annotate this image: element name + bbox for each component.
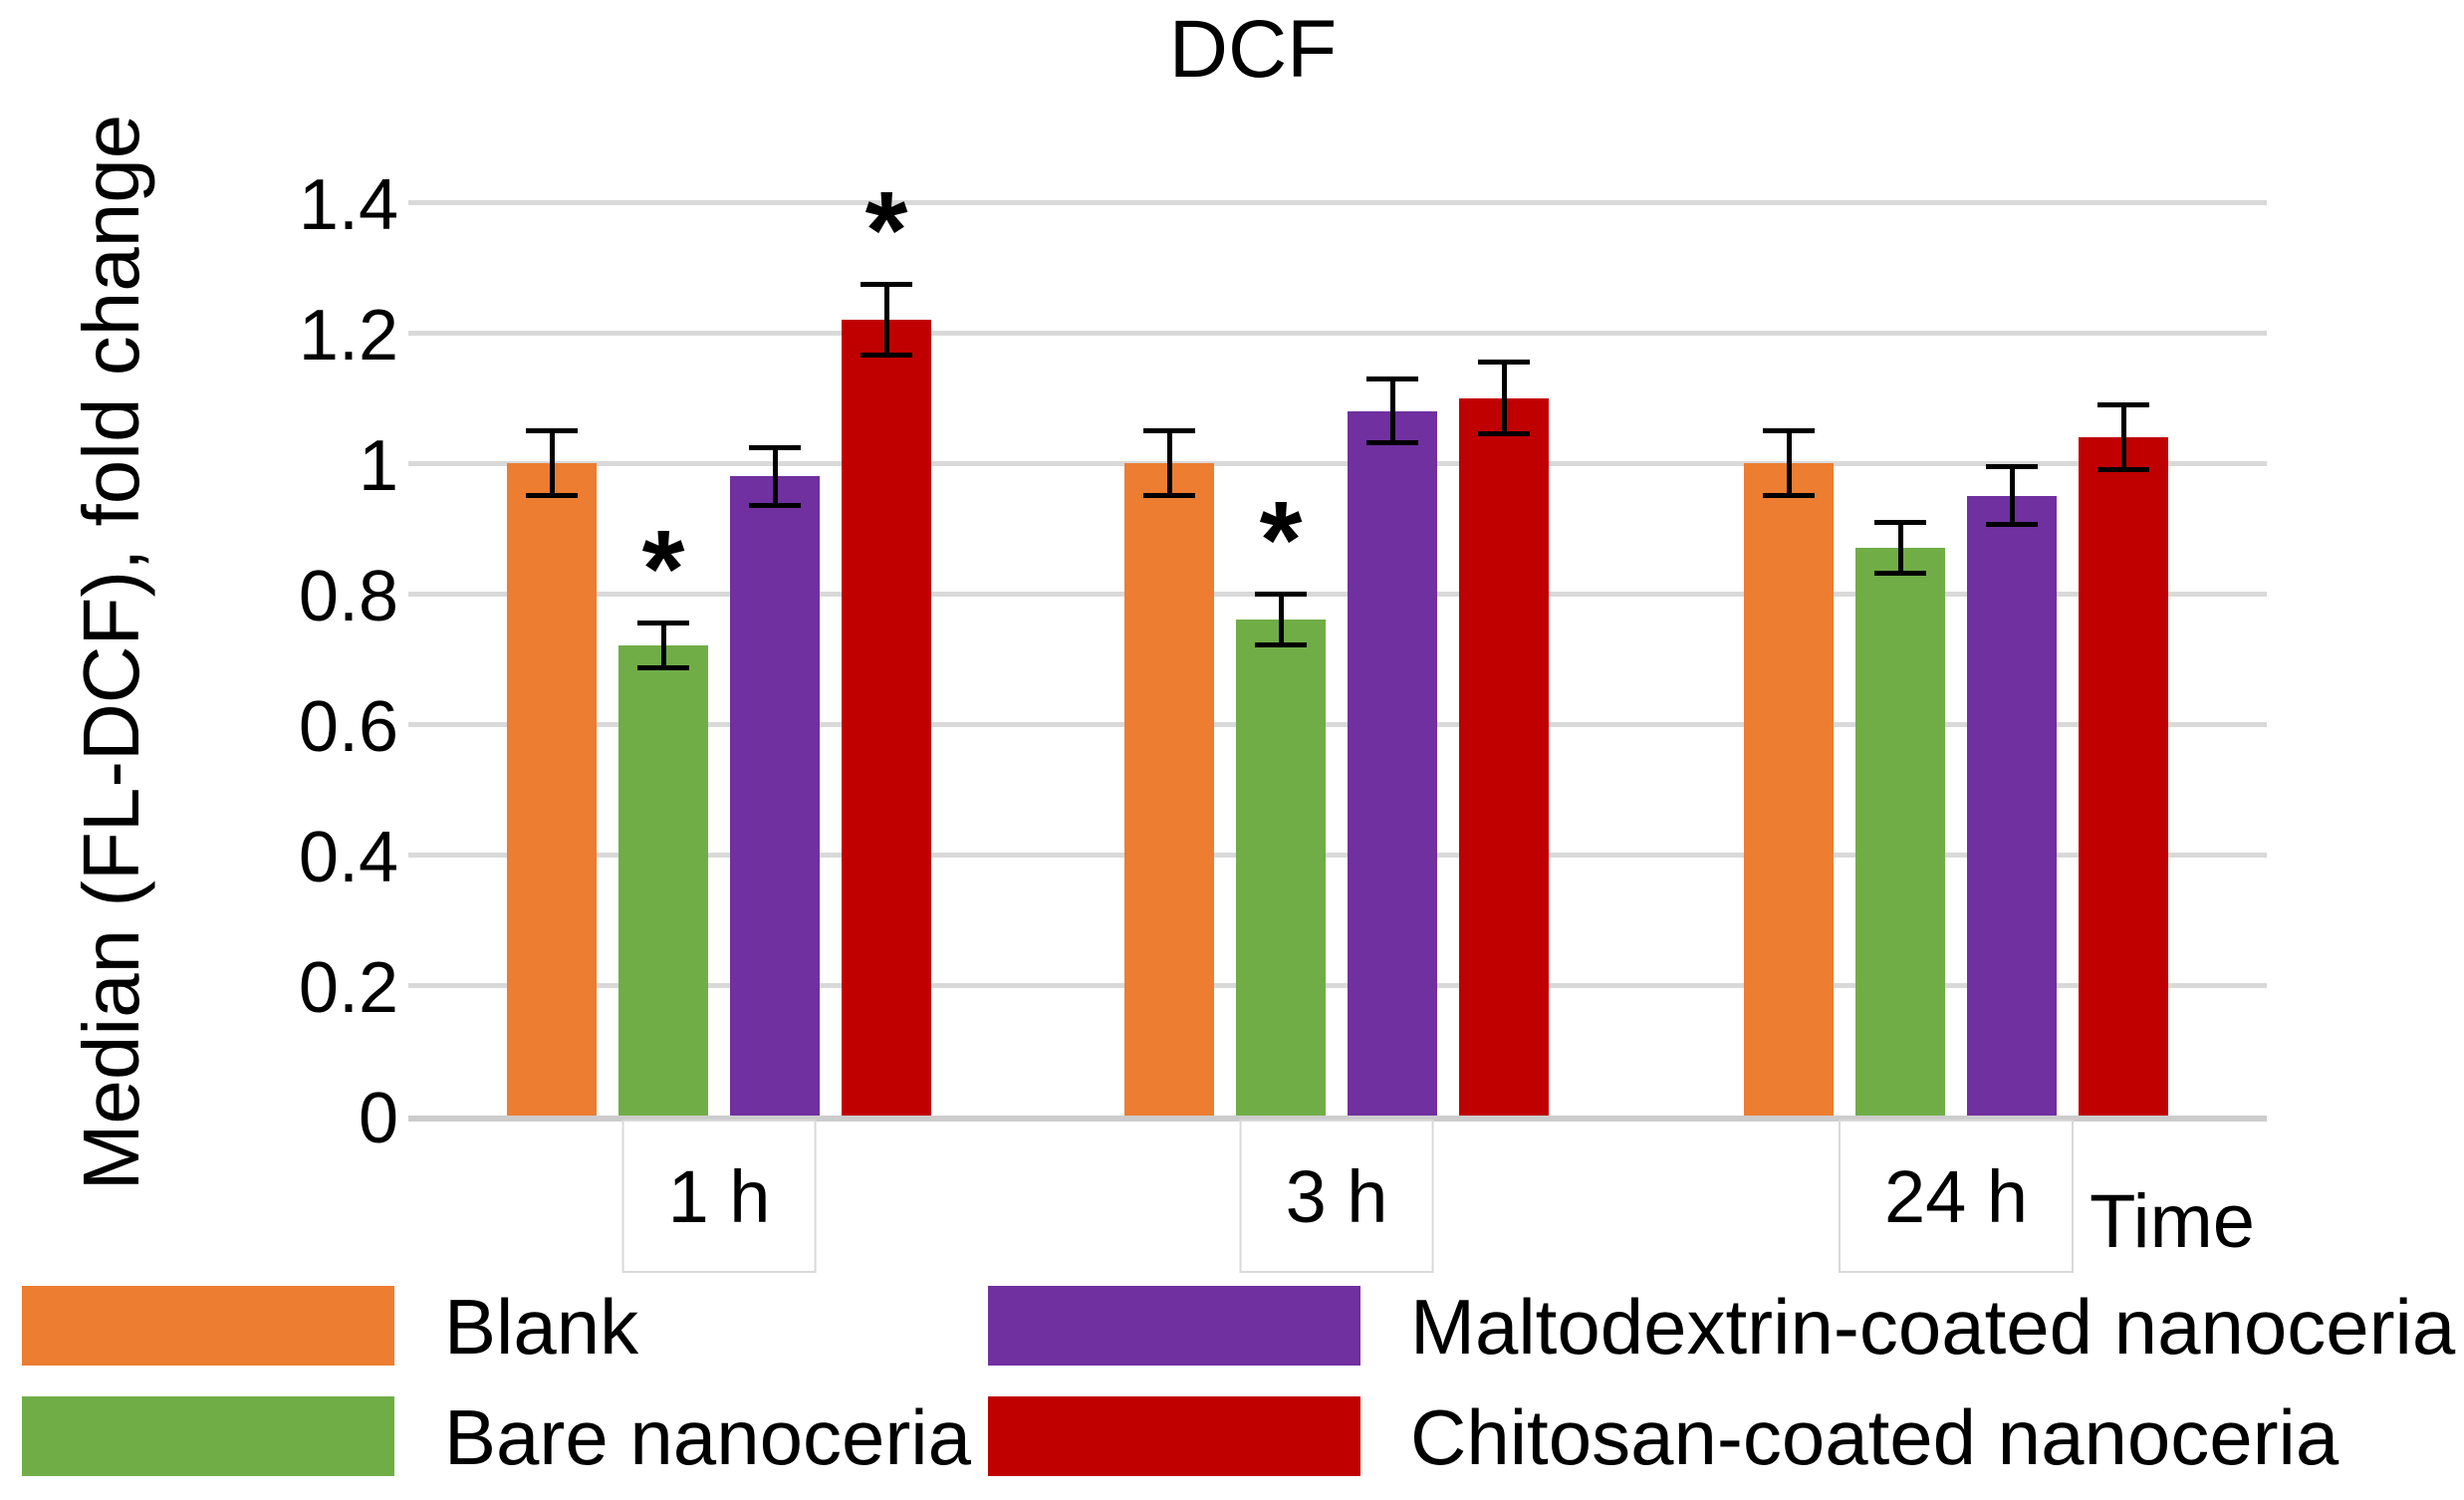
gridline (408, 461, 2267, 466)
error-bar-blank-1-h (549, 430, 555, 496)
error-bar-cap-bottom (2097, 466, 2149, 472)
error-bar-cap-top (1763, 428, 1815, 434)
y-tick-label-1.4: 1.4 (298, 165, 398, 245)
error-bar-bare-nanoceria-24-h (1897, 521, 1903, 575)
error-bar-cap-top (2097, 402, 2149, 408)
y-tick-label-0.6: 0.6 (298, 687, 398, 767)
error-bar-cap-bottom (1763, 492, 1815, 498)
significance-asterisk-bare-nanoceria-3-h: * (1259, 479, 1303, 602)
bar-maltodextrin-coated-nanoceria-3-h (1348, 410, 1437, 1116)
legend-label-blank: Blank (444, 1283, 639, 1371)
significance-asterisk-chitosan-coated-nanoceria-1-h: * (864, 168, 908, 292)
bar-chitosan-coated-nanoceria-1-h (842, 319, 931, 1116)
error-bar-maltodextrin-coated-nanoceria-1-h (772, 446, 778, 506)
y-tick-label-1.2: 1.2 (298, 296, 398, 375)
error-bar-cap-bottom (1986, 522, 2038, 528)
error-bar-cap-bottom (526, 492, 578, 498)
bar-chitosan-coated-nanoceria-24-h (2079, 436, 2168, 1116)
error-bar-cap-bottom (637, 665, 689, 671)
error-bar-cap-top (1255, 592, 1307, 597)
error-bar-cap-top (1874, 519, 1926, 525)
bar-bare-nanoceria-24-h (1855, 548, 1945, 1116)
error-bar-chitosan-coated-nanoceria-3-h (1501, 362, 1507, 434)
error-bar-cap-top (1478, 360, 1530, 366)
error-bar-cap-top (637, 621, 689, 626)
error-bar-cap-top (861, 281, 912, 287)
legend-label-maltodextrin-coated-nanoceria: Maltodextrin-coated nanoceria (1410, 1283, 2456, 1371)
legend-swatch-blank (22, 1286, 394, 1366)
y-tick-label-0.2: 0.2 (298, 948, 398, 1028)
y-tick-label-0.8: 0.8 (298, 557, 398, 636)
bar-bare-nanoceria-3-h (1236, 620, 1326, 1116)
gridline (408, 722, 2267, 727)
category-label-3-h: 3 h (1239, 1120, 1434, 1273)
error-bar-cap-top (526, 428, 578, 434)
y-axis-title: Median (FL-DCF), fold change (67, 114, 155, 1191)
bar-blank-1-h (507, 463, 597, 1116)
error-bar-chitosan-coated-nanoceria-1-h (883, 283, 889, 356)
error-bar-bare-nanoceria-1-h (660, 623, 666, 669)
category-label-24-h: 24 h (1838, 1120, 2075, 1273)
x-axis-line (408, 1116, 2267, 1122)
error-bar-cap-top (1366, 375, 1418, 381)
bar-blank-24-h (1744, 463, 1834, 1116)
legend-label-chitosan-coated-nanoceria: Chitosan-coated nanoceria (1410, 1393, 2340, 1481)
error-bar-cap-top (1143, 428, 1195, 434)
gridline (408, 331, 2267, 336)
error-bar-blank-3-h (1166, 430, 1172, 496)
error-bar-cap-bottom (1874, 571, 1926, 577)
x-axis-title: Time (2090, 1179, 2256, 1264)
legend-swatch-maltodextrin-coated-nanoceria (988, 1286, 1360, 1366)
gridline (408, 983, 2267, 988)
bar-maltodextrin-coated-nanoceria-24-h (1967, 495, 2057, 1116)
error-bar-cap-bottom (749, 502, 801, 508)
legend-label-bare-nanoceria: Bare nanoceria (444, 1393, 972, 1481)
legend-swatch-chitosan-coated-nanoceria (988, 1396, 1360, 1476)
error-bar-chitosan-coated-nanoceria-24-h (2120, 404, 2126, 470)
legend-swatch-bare-nanoceria (22, 1396, 394, 1476)
bar-bare-nanoceria-1-h (618, 645, 708, 1116)
error-bar-maltodextrin-coated-nanoceria-3-h (1389, 377, 1395, 444)
error-bar-cap-bottom (1255, 642, 1307, 648)
chart-title: DCF (1168, 4, 1338, 95)
bar-blank-3-h (1124, 463, 1214, 1116)
error-bar-maltodextrin-coated-nanoceria-24-h (2009, 466, 2015, 526)
category-label-1-h: 1 h (621, 1120, 817, 1273)
y-tick-label-1: 1 (358, 426, 398, 506)
gridline (408, 592, 2267, 597)
error-bar-bare-nanoceria-3-h (1278, 594, 1284, 646)
error-bar-cap-bottom (1143, 492, 1195, 498)
error-bar-blank-24-h (1786, 430, 1792, 496)
gridline (408, 200, 2267, 205)
error-bar-cap-bottom (1366, 440, 1418, 446)
error-bar-cap-bottom (861, 352, 912, 358)
y-tick-label-0: 0 (358, 1079, 398, 1158)
bar-maltodextrin-coated-nanoceria-1-h (730, 476, 820, 1116)
error-bar-cap-top (1986, 464, 2038, 470)
error-bar-cap-bottom (1478, 430, 1530, 436)
y-tick-label-0.4: 0.4 (298, 818, 398, 897)
error-bar-cap-top (749, 444, 801, 450)
significance-asterisk-bare-nanoceria-1-h: * (641, 508, 685, 631)
bar-chitosan-coated-nanoceria-3-h (1459, 397, 1549, 1116)
gridline (408, 853, 2267, 858)
